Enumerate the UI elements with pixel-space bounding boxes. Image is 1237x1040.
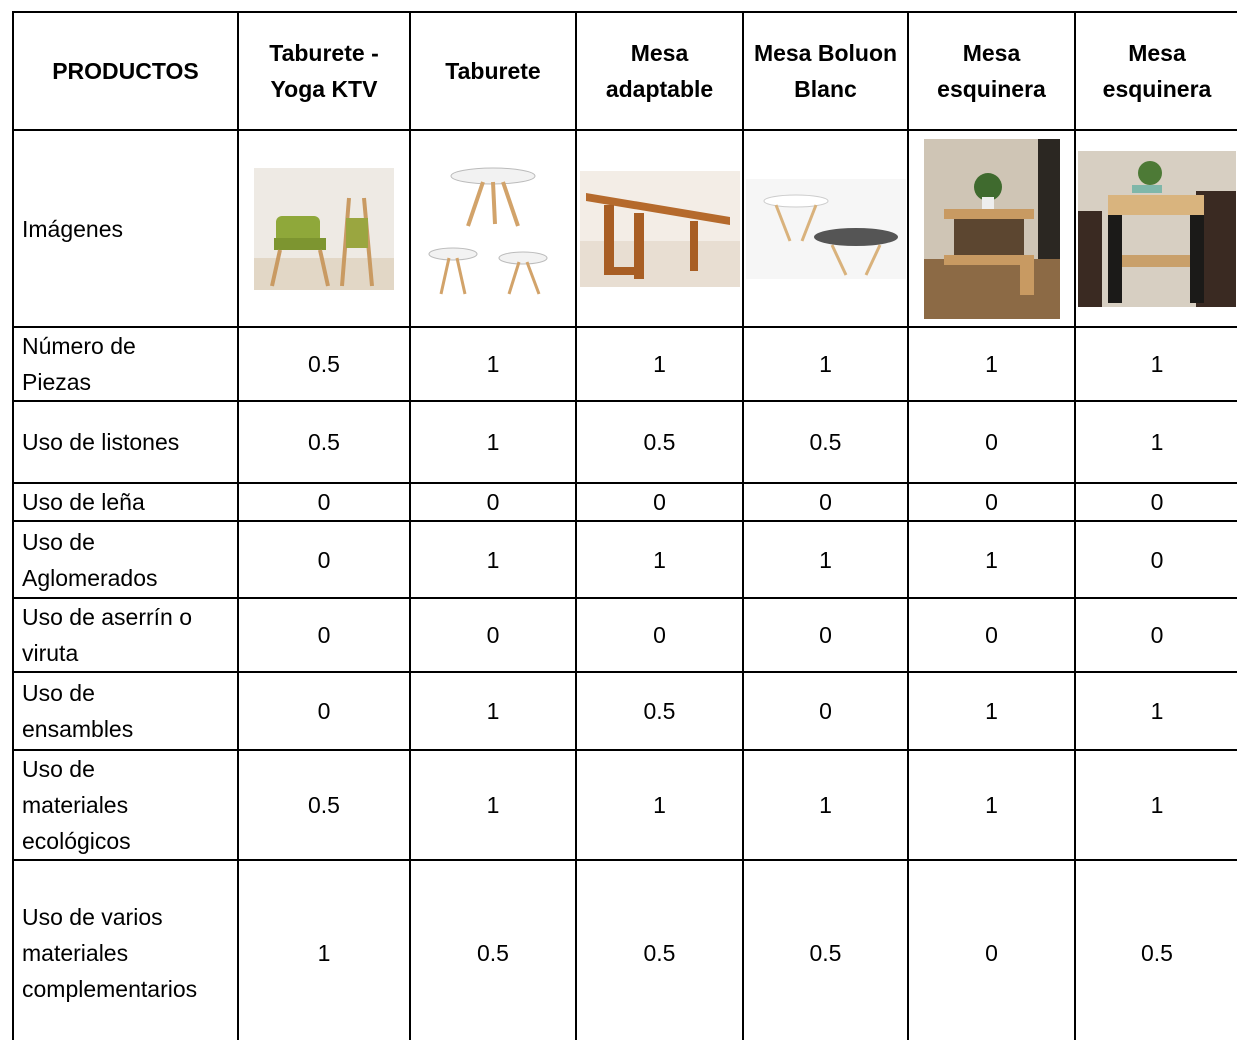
data-row: Uso de varios materiales complementarios… [12,859,1237,1040]
product-image [254,167,394,290]
score-cell: 0.5 [742,859,909,1040]
score-cell: 1 [907,671,1076,751]
header-cell: Mesa adaptable [575,11,744,131]
score-cell: 0 [1074,597,1237,673]
row-label: Uso de aserrín o viruta [12,597,239,673]
data-row: Uso de ensambles 0 1 0.5 0 1 1 [12,671,1237,751]
row-label: Uso de ensambles [12,671,239,751]
score-cell: 0 [237,597,411,673]
row-label: Uso de Aglomerados [12,520,239,599]
score-cell: 0 [237,482,411,522]
image-cell [742,129,909,328]
product-table: PRODUCTOS Taburete - Yoga KTV Taburete Mesa… [12,11,1237,1040]
score-cell: 0 [907,482,1076,522]
data-row: Uso de listones 0.5 1 0.5 0.5 0 1 [12,400,1237,484]
score-cell: 0 [742,597,909,673]
score-cell: 1 [1074,400,1237,484]
score-cell: 1 [742,749,909,861]
score-cell: 1 [742,520,909,599]
row-label: Uso de leña [12,482,239,522]
data-row: Uso de aserrín o viruta 0 0 0 0 0 0 [12,597,1237,673]
score-cell: 1 [907,326,1076,402]
row-label: Imágenes [12,129,239,328]
score-cell: 1 [1074,749,1237,861]
score-cell: 1 [237,859,411,1040]
score-cell: 1 [409,671,577,751]
score-cell: 0 [237,520,411,599]
score-cell: 0.5 [575,671,744,751]
score-cell: 1 [575,520,744,599]
data-row: Uso de materiales ecológicos 0.5 1 1 1 1 1 [12,749,1237,861]
header-cell: Mesa esquinera [907,11,1076,131]
score-cell: 1 [409,749,577,861]
score-cell: 0 [575,482,744,522]
header-cell: Taburete [409,11,577,131]
image-row: Imágenes [12,129,1237,328]
image-cell [575,129,744,328]
data-row: Uso de Aglomerados 0 1 1 1 1 0 [12,520,1237,599]
image-cell [1074,129,1237,328]
score-cell: 1 [907,749,1076,861]
score-cell: 1 [575,749,744,861]
image-cell [409,129,577,328]
product-image [579,170,740,287]
product-image [423,153,563,304]
score-cell: 0 [575,597,744,673]
score-cell: 1 [575,326,744,402]
header-cell: Mesa esquinera [1074,11,1237,131]
score-cell: 1 [409,400,577,484]
row-label: Número de Piezas [12,326,239,402]
product-image [923,138,1060,319]
row-label: Uso de materiales ecológicos [12,749,239,861]
product-image [745,178,906,279]
data-row: Uso de leña 0 0 0 0 0 0 [12,482,1237,522]
score-cell: 0.5 [237,749,411,861]
score-cell: 0.5 [575,400,744,484]
row-label: Uso de listones [12,400,239,484]
score-cell: 0 [907,400,1076,484]
score-cell: 0.5 [409,859,577,1040]
score-cell: 0.5 [237,400,411,484]
score-cell: 0 [742,671,909,751]
score-cell: 1 [409,326,577,402]
score-cell: 0.5 [742,400,909,484]
header-row: PRODUCTOS Taburete - Yoga KTV Taburete Mesa… [12,11,1237,131]
score-cell: 0 [1074,520,1237,599]
header-cell: PRODUCTOS [12,11,239,131]
score-cell: 0 [742,482,909,522]
table-body: PRODUCTOS Taburete - Yoga KTV Taburete Mesa… [12,11,1237,1040]
score-cell: 1 [1074,326,1237,402]
score-cell: 1 [742,326,909,402]
score-cell: 0 [409,597,577,673]
score-cell: 1 [409,520,577,599]
header-cell: Taburete - Yoga KTV [237,11,411,131]
score-cell: 0 [237,671,411,751]
score-cell: 1 [1074,671,1237,751]
score-cell: 0 [907,597,1076,673]
row-label: Uso de varios materiales complementarios [12,859,239,1040]
score-cell: 0 [907,859,1076,1040]
product-image [1078,150,1236,307]
image-cell [237,129,411,328]
score-cell: 0 [1074,482,1237,522]
score-cell: 0 [409,482,577,522]
image-cell [907,129,1076,328]
score-cell: 1 [907,520,1076,599]
score-cell: 0.5 [237,326,411,402]
score-cell: 0.5 [575,859,744,1040]
header-cell: Mesa Boluon Blanc [742,11,909,131]
data-row: Número de Piezas 0.5 1 1 1 1 1 [12,326,1237,402]
score-cell: 0.5 [1074,859,1237,1040]
